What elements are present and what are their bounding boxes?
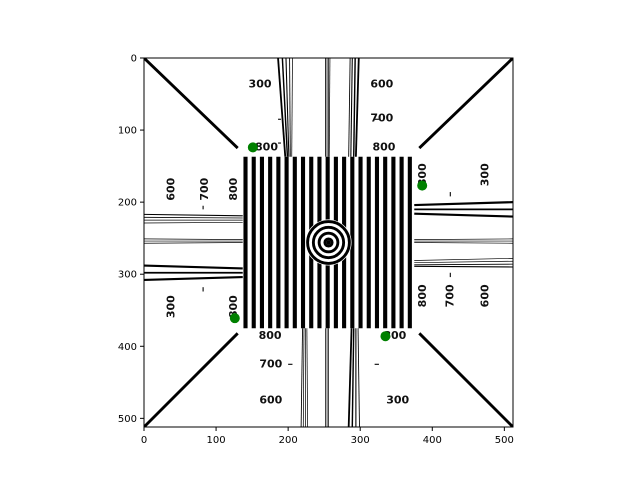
bottom-label: 700 [259,357,282,370]
bottom-label: 600 [259,393,282,406]
target-ring [306,220,351,265]
bar-stripe [268,156,273,329]
top-wedge-line [350,58,353,157]
right-wedge-line [414,265,513,268]
target-ring [311,225,346,260]
x-tick-label: 100 [207,435,226,446]
green-marker-point [247,142,258,153]
right-wedge-line [414,212,513,218]
x-tick-label: 0 [141,435,147,446]
bar-stripe [350,156,355,329]
right-wedge-line [414,201,513,207]
bar-stripe [407,156,412,329]
top-wedge-line [289,58,291,157]
bar-stripe [243,156,248,329]
right-wedge-line [414,263,513,266]
image-content [144,58,513,427]
left-wedge-line [144,216,243,219]
left-wedge-line [144,238,243,240]
top-wedge-line [353,58,356,157]
x-tick-label: 500 [495,435,514,446]
target-center [326,240,331,245]
resolution-test-chart-image [144,58,513,427]
y-tick-label: 400 [118,342,137,353]
bottom-wedge-line [357,328,360,427]
bar-stripe [374,156,380,329]
bar-stripe [383,156,388,329]
bar-stripe [300,156,306,329]
bottom-label: 800 [259,329,282,342]
y-tick-label: 200 [118,198,137,209]
bottom-wedge-line [306,328,308,427]
top-label: 800 [373,140,396,153]
left-label: 300 [164,295,177,318]
left-wedge-line [144,242,243,244]
left-label: 800 [227,295,240,318]
corner-diagonal [418,58,513,150]
bar-stripe [366,156,371,329]
corner-diagonal [144,58,239,150]
bar-stripe [399,156,404,329]
target-ring [317,231,340,254]
bar-stripe [391,156,396,329]
top-label: 300 [249,78,272,91]
left-label: 700 [198,177,211,200]
bottom-label: 300 [386,393,409,406]
bar-stripe [251,156,256,329]
y-tick-label: 0 [131,54,137,65]
left-label: 600 [164,177,177,200]
bar-stripe [292,156,297,329]
left-wedge-line [144,264,243,270]
top-wedge-line [354,58,360,157]
right-label: 800 [416,284,429,307]
top-label: 800 [255,140,278,153]
right-label: 800 [416,163,429,186]
axes-frame [143,57,514,428]
green-marker-point [417,180,428,191]
top-wedge-line [281,58,289,157]
bar-stripe [358,156,363,329]
right-wedge-line [414,257,513,261]
top-wedge-line [285,58,290,157]
x-tick-label: 200 [279,435,298,446]
right-label: 700 [443,284,456,307]
left-wedge-line [144,221,243,224]
right-label: 600 [479,284,492,307]
top-label: 700 [370,112,393,125]
right-wedge-line [414,242,513,244]
x-axis: 0 100 200 300 400 500 [141,427,514,446]
image-labels: 300 600 700 800 800 600 700 800 300 800 800 300 800 7… [164,78,491,407]
marker-layer [229,142,428,342]
top-wedge-line [277,58,287,157]
top-label: 600 [370,78,393,91]
left-wedge-line [144,213,243,217]
bar-stripe [284,156,289,329]
bottom-wedge-line [351,328,355,427]
x-tick-label: 300 [351,435,370,446]
bottom-wedge-line [300,328,303,427]
y-axis: 0 100 200 300 400 500 [118,54,144,425]
right-label: 300 [479,163,492,186]
corner-diagonal [144,332,239,427]
top-wedge-line [328,58,331,157]
green-marker-point [380,331,391,342]
bottom-wedge-line [347,328,353,427]
bar-stripe [259,156,264,329]
bar-stripe [276,156,281,329]
target-ring [323,237,334,248]
bottom-wedge-line [302,328,305,427]
y-tick-label: 500 [118,414,137,425]
green-marker-point [229,313,240,324]
left-label: 800 [227,177,240,200]
left-wedge-line [144,276,243,282]
right-wedge-line [414,260,513,264]
y-tick-label: 100 [118,126,137,137]
top-wedge-line [291,58,293,157]
x-tick-label: 400 [423,435,442,446]
top-wedge-line [348,58,351,157]
y-tick-label: 300 [118,270,137,281]
right-wedge-line [414,238,513,240]
corner-diagonal [418,332,513,427]
